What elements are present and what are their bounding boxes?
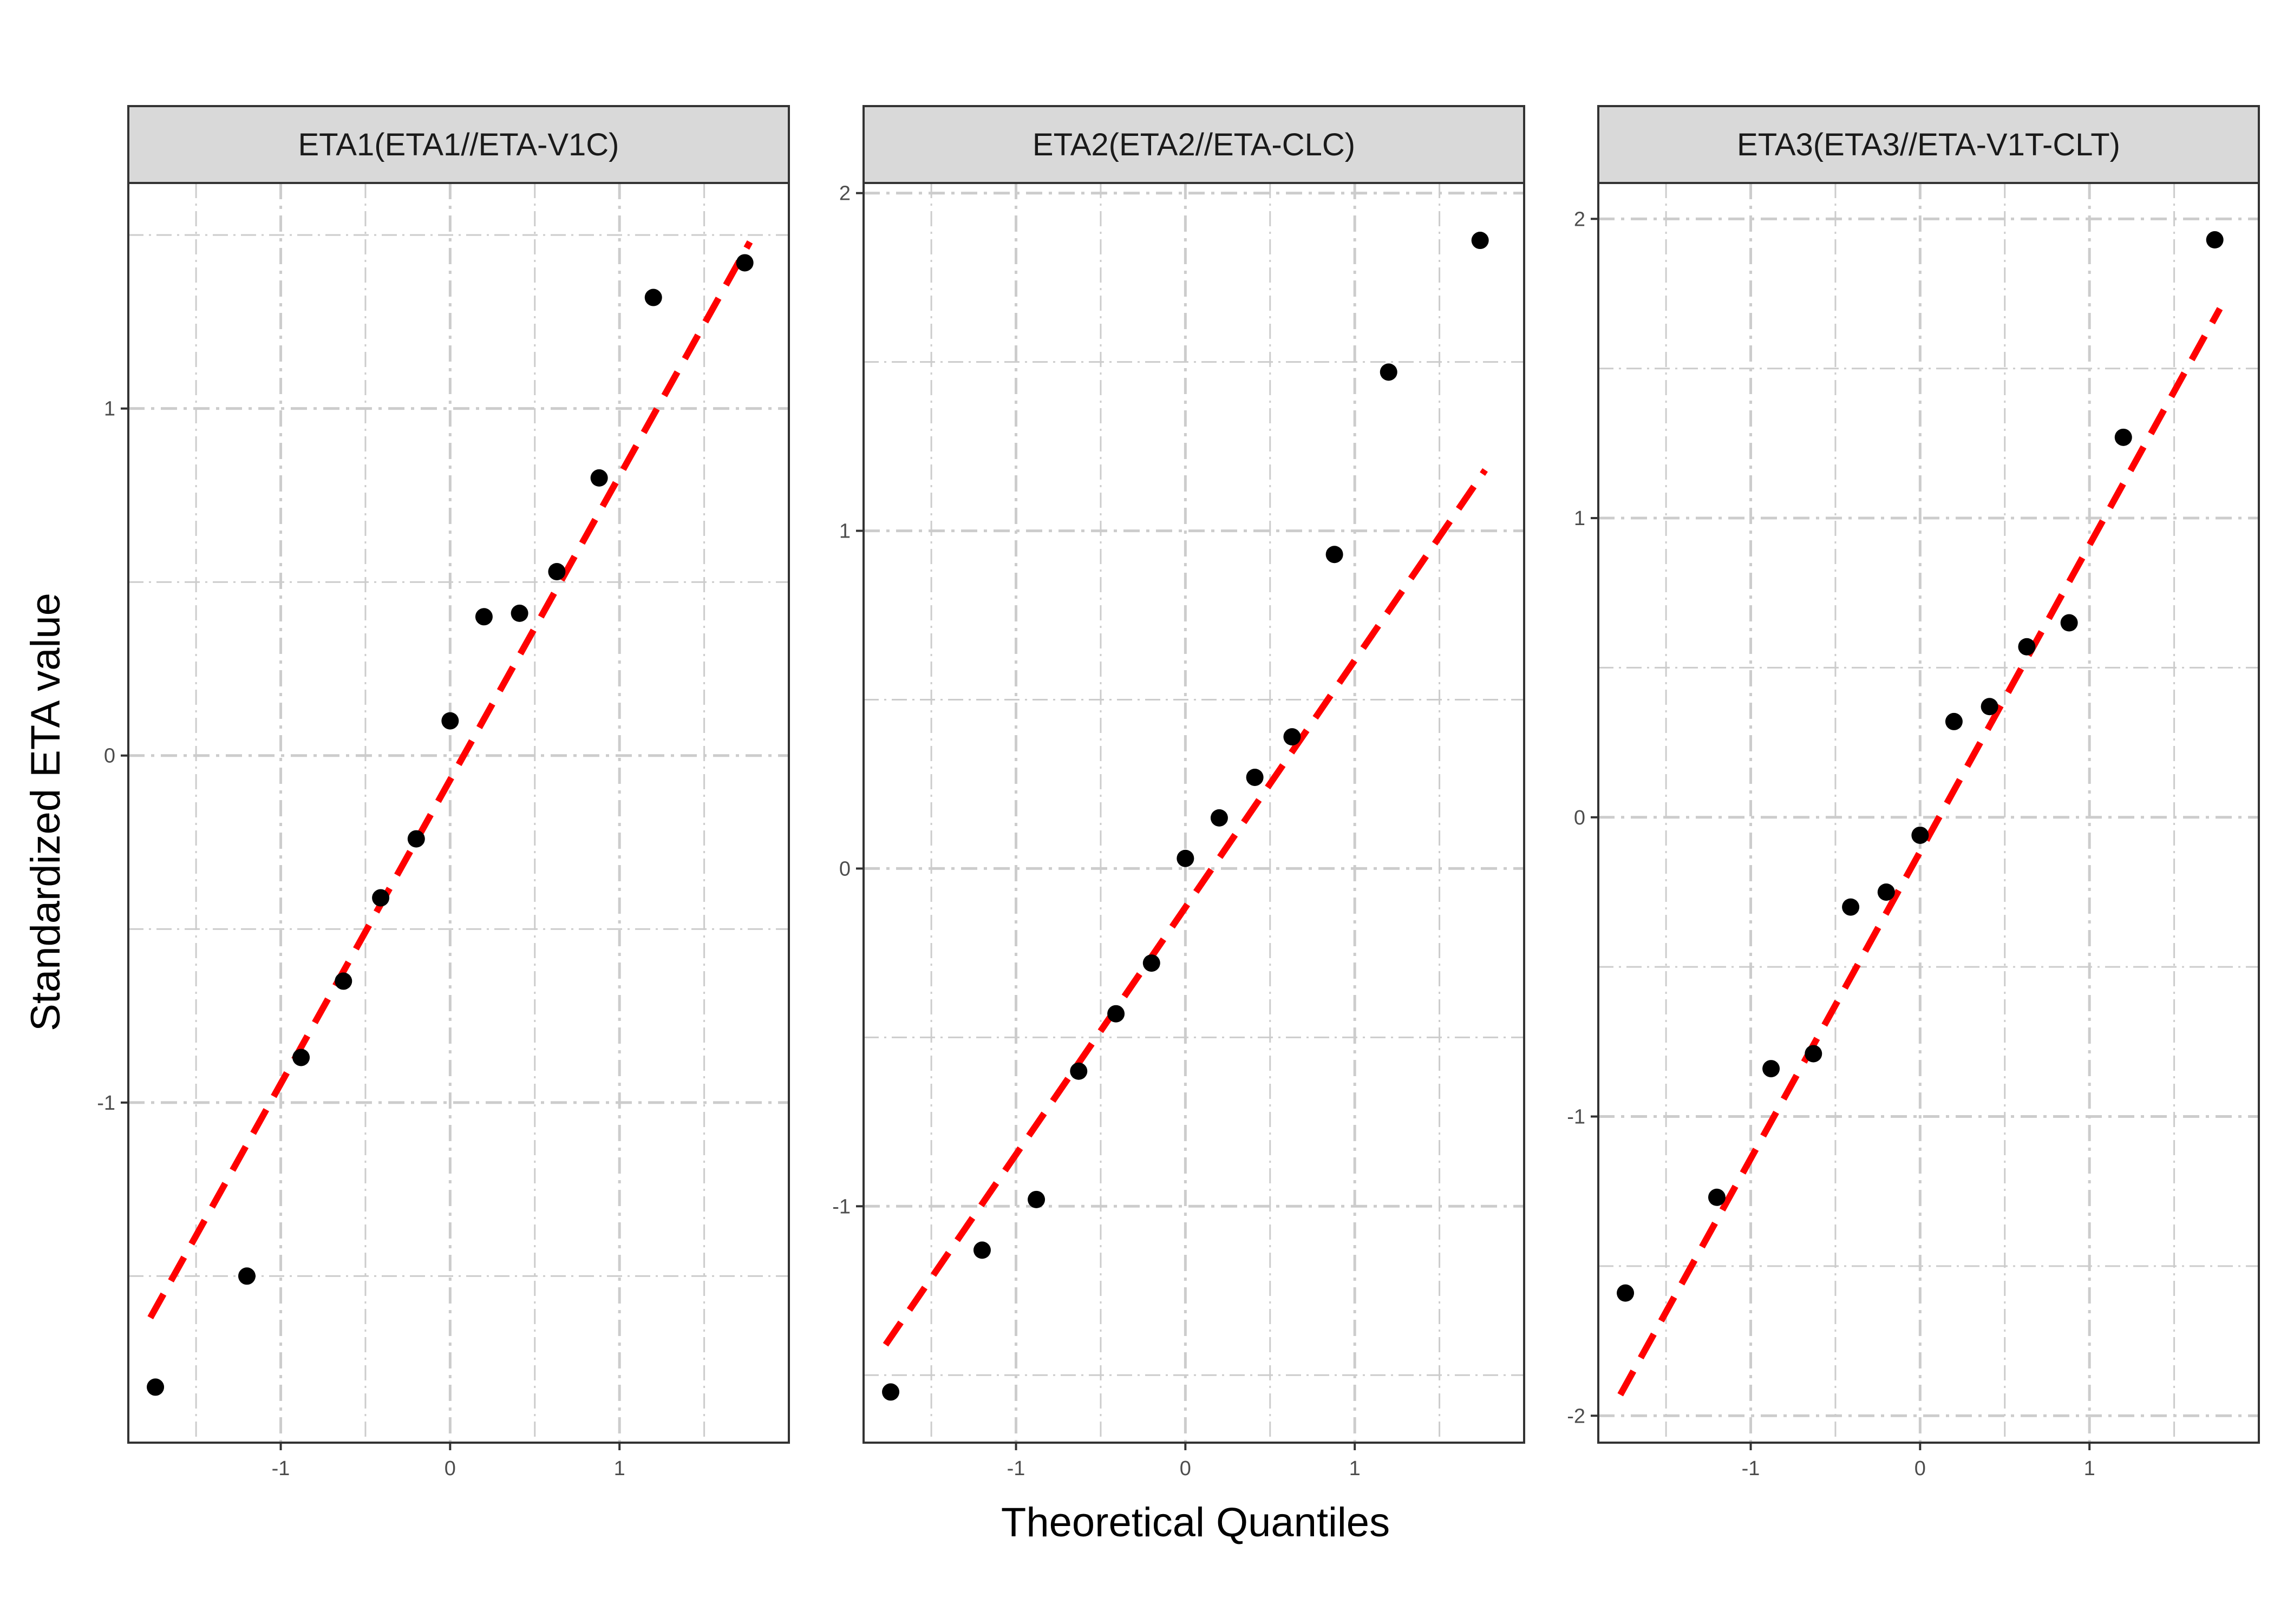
x-tick-label: 1	[2084, 1457, 2095, 1480]
data-point	[548, 562, 566, 580]
y-tick-label: 0	[839, 857, 851, 880]
x-tick-label: -1	[1742, 1457, 1760, 1480]
data-point	[1107, 1005, 1125, 1023]
facet-panel-2: ETA2(ETA2//ETA-CLC) -1 0 1 -1 0 1 2	[832, 105, 1525, 1480]
qq-reference-line	[147, 240, 753, 1320]
data-point	[372, 889, 390, 907]
data-point	[1142, 954, 1160, 972]
y-tick-label: -2	[1567, 1405, 1585, 1427]
data-point	[441, 712, 459, 730]
data-point	[2114, 428, 2132, 446]
y-tick-label: -1	[832, 1195, 851, 1218]
data-point	[1028, 1190, 1045, 1208]
data-point	[1617, 1284, 1635, 1302]
data-point	[1762, 1060, 1780, 1078]
data-point	[1805, 1045, 1822, 1063]
data-point	[1471, 232, 1489, 250]
y-axis-title: Standardized ETA value	[23, 593, 69, 1031]
y-tick-label: 1	[1574, 507, 1585, 530]
data-point	[475, 608, 493, 626]
data-point	[335, 972, 352, 990]
y-tick-label: 0	[1574, 807, 1585, 829]
data-point	[2060, 614, 2078, 632]
qq-reference-line	[1617, 307, 2223, 1397]
facet-strip	[1597, 105, 2260, 184]
data-point	[1708, 1188, 1726, 1206]
data-point	[238, 1267, 256, 1285]
data-point	[1177, 849, 1194, 867]
y-tick-label: -1	[97, 1092, 115, 1115]
y-tick-label: 1	[104, 398, 115, 421]
data-point	[590, 469, 608, 487]
facet-strip	[127, 105, 790, 184]
data-point	[2018, 638, 2036, 656]
data-point	[1246, 768, 1264, 786]
data-point	[1210, 809, 1228, 827]
x-tick-label: 1	[1349, 1457, 1361, 1480]
facet-strip-label: ETA3(ETA3//ETA-V1T-CLT)	[1737, 127, 2120, 162]
data-point	[1070, 1062, 1088, 1080]
data-point	[1380, 363, 1397, 381]
data-point	[644, 289, 662, 306]
panel-background	[128, 183, 789, 1443]
data-point	[1981, 698, 1998, 716]
data-point	[1945, 712, 1963, 730]
x-tick-label: 0	[1180, 1457, 1191, 1480]
data-point	[1842, 898, 1860, 916]
data-point	[973, 1241, 991, 1259]
data-point	[1911, 826, 1929, 844]
data-point	[1877, 883, 1895, 901]
facet-panel-3: ETA3(ETA3//ETA-V1T-CLT) -1 0 1 -2 -1 0 1 2	[1567, 105, 2260, 1480]
facet-panel-1: ETA1(ETA1//ETA-V1C) -1 0 1 -1 0 1	[97, 105, 790, 1480]
panel-background	[864, 183, 1524, 1443]
data-point	[292, 1049, 310, 1066]
data-point	[2206, 231, 2224, 249]
data-point	[1325, 546, 1343, 564]
y-tick-label: 0	[104, 745, 115, 768]
data-point	[736, 254, 754, 272]
x-tick-label: 1	[614, 1457, 625, 1480]
data-point	[147, 1378, 165, 1396]
facet-strip	[862, 105, 1525, 184]
x-tick-label: -1	[272, 1457, 290, 1480]
data-point	[882, 1383, 900, 1401]
data-point	[511, 604, 528, 622]
panel-background	[1598, 183, 2259, 1443]
facet-strip-label: ETA1(ETA1//ETA-V1C)	[298, 127, 619, 162]
y-tick-label: 2	[839, 182, 851, 205]
x-tick-label: -1	[1007, 1457, 1025, 1480]
x-tick-label: 0	[1914, 1457, 1926, 1480]
y-tick-label: -1	[1567, 1106, 1585, 1129]
data-point	[407, 830, 425, 848]
data-point	[1283, 728, 1301, 746]
y-tick-label: 1	[839, 520, 851, 543]
facet-strip-label: ETA2(ETA2//ETA-CLC)	[1033, 127, 1355, 162]
qq-reference-line	[883, 468, 1488, 1347]
y-tick-label: 2	[1574, 208, 1585, 231]
x-tick-label: 0	[445, 1457, 456, 1480]
x-axis-title: Theoretical Quantiles	[1001, 1499, 1390, 1546]
